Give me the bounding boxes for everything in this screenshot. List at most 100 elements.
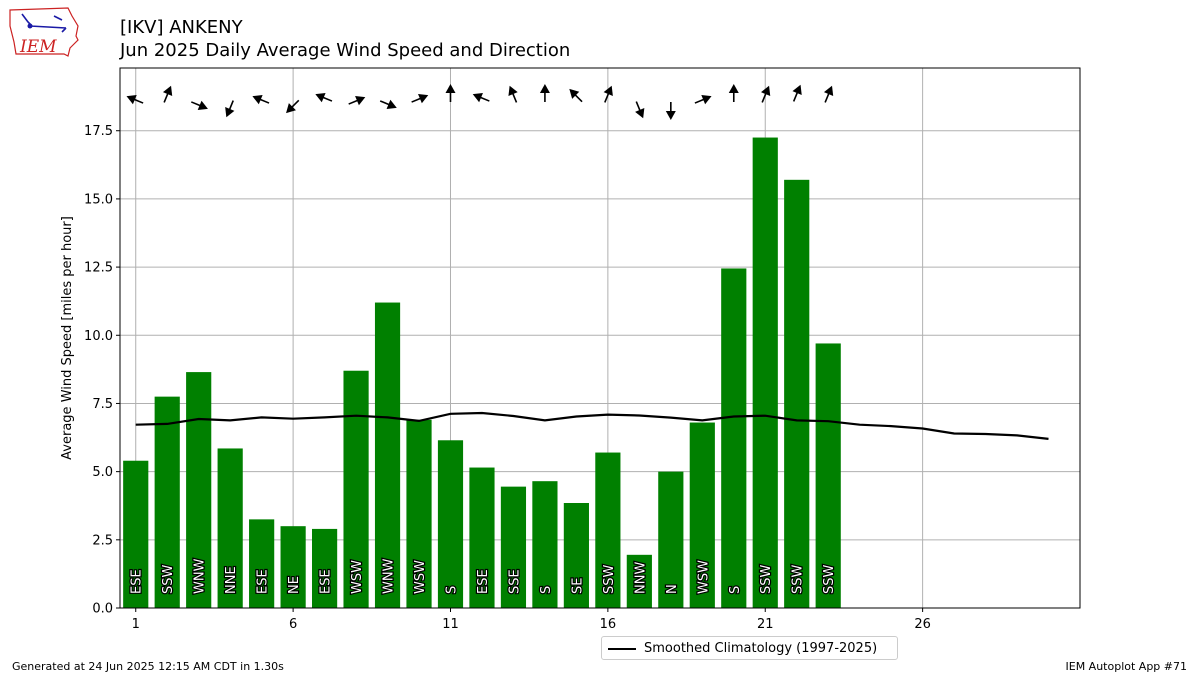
arrow-head [728,84,739,93]
station-title: [IKV] ANKENY [120,17,243,38]
y-tick-label: 2.5 [92,533,113,548]
direction-label: WSW [350,560,365,594]
wind-arrow [286,99,300,114]
direction-label: WSW [413,560,428,594]
wind-arrow [472,92,490,103]
y-tick-label: 15.0 [84,192,113,207]
wind-bar [689,422,715,608]
y-tick-label: 12.5 [84,261,113,276]
arrow-head [418,93,429,104]
direction-label: ESE [256,569,271,594]
wind-bar [469,467,495,608]
climatology-line [135,411,1049,440]
x-tick-label: 1 [132,617,140,632]
y-tick-label: 7.5 [92,397,113,412]
wind-bar [595,452,621,608]
bar-layer [123,137,841,608]
arrow-head [286,103,296,114]
wind-bar [154,396,180,608]
direction-label: N [665,584,680,594]
arrow-head [539,84,550,93]
generated-timestamp: Generated at 24 Jun 2025 12:15 AM CDT in… [12,660,284,673]
wind-bar [815,343,841,608]
wind-arrow [190,100,208,111]
direction-label: SSW [161,564,176,594]
tick-layer: 0.02.55.07.510.012.515.017.51 6 11 16 21 26 [84,124,931,632]
wind-bar [343,370,369,608]
direction-label: NNE [224,566,239,594]
direction-label: ESE [319,569,334,594]
direction-label: NE [287,576,302,594]
x-tick-label: 16 [600,617,617,632]
direction-label: SSE [507,569,522,594]
arrow-head [508,85,518,96]
chart-title: Jun 2025 Daily Average Wind Speed and Di… [120,40,571,61]
wind-bar [563,503,589,608]
wind-bar [437,440,464,608]
arrow-head [315,92,326,103]
arrow-head [569,88,580,99]
arrow-head [701,94,712,105]
station-dot [27,23,33,29]
direction-label: SSW [602,564,617,594]
x-tick-label: 26 [914,617,931,632]
wind-arrow [635,101,645,119]
wind-bar [312,528,338,608]
wind-arrow [411,93,429,104]
arrow-head [252,94,263,105]
climatology-layer [135,411,1049,440]
logo-text: IEM [19,37,57,57]
wind-arrow-layer [126,84,834,120]
direction-label: WNW [382,558,397,594]
wind-arrow [761,85,771,103]
direction-label: SSW [759,564,774,594]
wind-arrow [508,85,518,103]
iowa-outline [9,7,79,57]
wind-arrow [792,84,802,102]
arrow-head [823,85,834,96]
wind-bar [500,486,527,608]
wind-arrow [126,94,144,105]
legend: Smoothed Climatology (1997-2025) [601,636,898,660]
arrow-head [162,85,173,96]
legend-label: Smoothed Climatology (1997-2025) [644,641,878,656]
y-tick-label: 10.0 [84,329,113,344]
wind-arrow [379,99,397,110]
y-tick-label: 5.0 [92,465,113,480]
direction-label: ESE [130,569,145,594]
wind-arrow [445,84,456,102]
arrow-head [126,94,137,105]
direction-label: SSW [791,564,806,594]
plot-frame [119,67,1081,609]
wind-arrow [162,85,173,103]
wind-arrow [225,100,235,118]
wind-bar [626,554,652,608]
wind-arrow [603,85,613,103]
wind-bar [123,460,149,608]
wind-bar [658,471,684,608]
wind-arrow [315,92,333,103]
y-axis-label: Average Wind Speed [miles per hour] [60,216,75,460]
y-tick-label: 0.0 [92,602,113,617]
direction-label: S [728,586,743,594]
wind-bar [374,302,401,608]
arrow-head [445,84,456,93]
wind-arrow [252,94,270,105]
direction-label: SE [570,578,585,594]
arrow-head [355,95,366,106]
wind-bar [784,179,810,608]
wind-arrow [665,102,676,120]
legend-line-swatch [608,648,636,650]
arrow-head [472,92,483,103]
arrow-head [792,84,802,95]
weather-station-icon [21,13,67,33]
direction-label: ESE [476,569,491,594]
wind-bar [280,526,306,608]
direction-label: S [444,586,459,594]
direction-label: S [539,586,554,594]
arrow-head [761,85,771,96]
arrow-head [603,85,613,96]
wind-bar [721,268,747,608]
x-tick-label: 21 [757,617,774,632]
